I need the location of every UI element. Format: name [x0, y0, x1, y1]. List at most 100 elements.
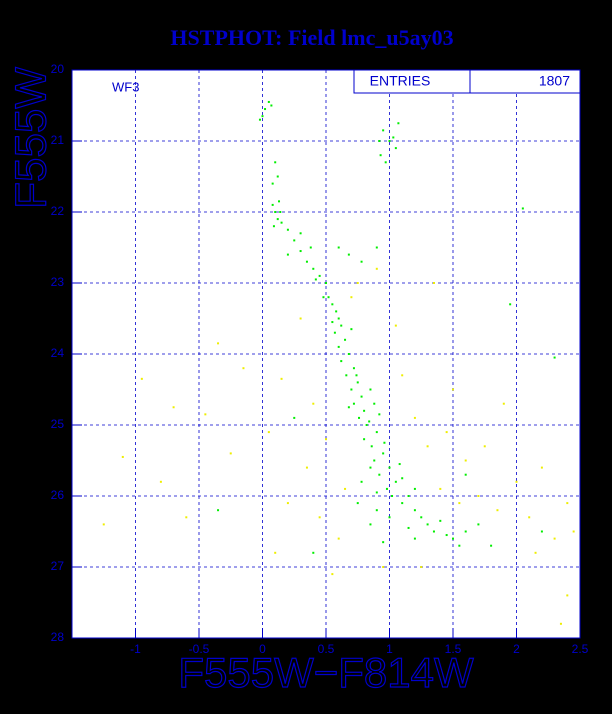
point	[358, 416, 361, 419]
point	[261, 115, 264, 118]
point	[432, 530, 435, 533]
point	[445, 431, 448, 434]
point	[286, 502, 289, 505]
point	[365, 424, 368, 426]
point	[394, 480, 397, 483]
point	[352, 402, 355, 405]
point	[383, 441, 386, 444]
y-tick-label: 24	[51, 346, 65, 360]
point	[347, 406, 350, 409]
point	[534, 551, 537, 554]
point	[401, 477, 404, 480]
point	[286, 253, 289, 256]
point	[347, 353, 350, 355]
point	[327, 296, 330, 299]
point	[401, 374, 404, 377]
point	[397, 122, 400, 125]
point	[185, 516, 188, 519]
x-tick-label: 0	[259, 642, 266, 656]
point	[360, 260, 363, 263]
grid	[72, 69, 581, 639]
point	[464, 530, 467, 533]
point	[360, 395, 363, 398]
point	[204, 413, 207, 416]
point	[286, 228, 289, 231]
point	[375, 509, 378, 512]
point	[172, 406, 175, 409]
point	[271, 182, 274, 185]
point	[413, 416, 416, 419]
point	[483, 445, 486, 448]
point	[566, 502, 569, 505]
point	[344, 487, 347, 490]
point	[477, 495, 480, 497]
point	[379, 154, 382, 157]
y-tick-label: 23	[51, 275, 65, 289]
point	[464, 473, 467, 476]
point	[452, 388, 454, 391]
point	[312, 267, 315, 270]
point	[464, 459, 467, 462]
points	[102, 100, 575, 625]
point	[378, 140, 381, 142]
point	[309, 246, 312, 249]
point	[368, 420, 371, 423]
point	[331, 321, 334, 324]
point	[264, 108, 267, 111]
point	[407, 526, 410, 529]
point	[391, 495, 394, 497]
point	[305, 260, 308, 263]
point	[392, 136, 395, 139]
point	[528, 516, 531, 519]
point	[388, 516, 391, 519]
point	[382, 452, 385, 455]
point	[312, 551, 315, 554]
point	[267, 100, 270, 103]
point	[382, 129, 385, 132]
point	[566, 594, 569, 597]
y-tick-label: 21	[51, 133, 65, 147]
point	[458, 544, 461, 547]
point	[375, 246, 378, 249]
point	[312, 402, 315, 405]
x-tick-label: -0.5	[189, 642, 210, 656]
point	[394, 324, 397, 327]
point	[363, 409, 366, 412]
point	[229, 452, 232, 455]
point	[439, 487, 442, 490]
point	[384, 161, 387, 164]
point	[373, 402, 376, 405]
point	[369, 466, 372, 469]
point	[102, 523, 105, 526]
point	[299, 317, 302, 320]
point	[274, 161, 277, 164]
point	[553, 356, 556, 359]
point	[344, 338, 347, 341]
point	[356, 502, 359, 505]
point	[370, 445, 373, 448]
point	[559, 622, 562, 625]
point	[121, 455, 124, 458]
point	[388, 466, 391, 469]
point	[388, 140, 391, 142]
point	[356, 282, 359, 284]
point	[413, 487, 416, 490]
point	[432, 282, 435, 284]
point	[299, 250, 302, 253]
point	[335, 310, 338, 313]
y-tick-label: 25	[51, 417, 65, 431]
point	[352, 367, 355, 370]
point	[360, 480, 363, 483]
point	[280, 377, 283, 380]
point	[363, 438, 366, 441]
point	[398, 463, 401, 466]
x-tick-label: -1	[130, 642, 141, 656]
point	[426, 445, 429, 448]
point	[274, 211, 277, 213]
point	[477, 523, 480, 526]
point	[413, 509, 416, 512]
point	[540, 466, 543, 469]
point	[217, 342, 220, 345]
x-tick-label: 2	[513, 642, 520, 656]
point	[337, 317, 340, 320]
